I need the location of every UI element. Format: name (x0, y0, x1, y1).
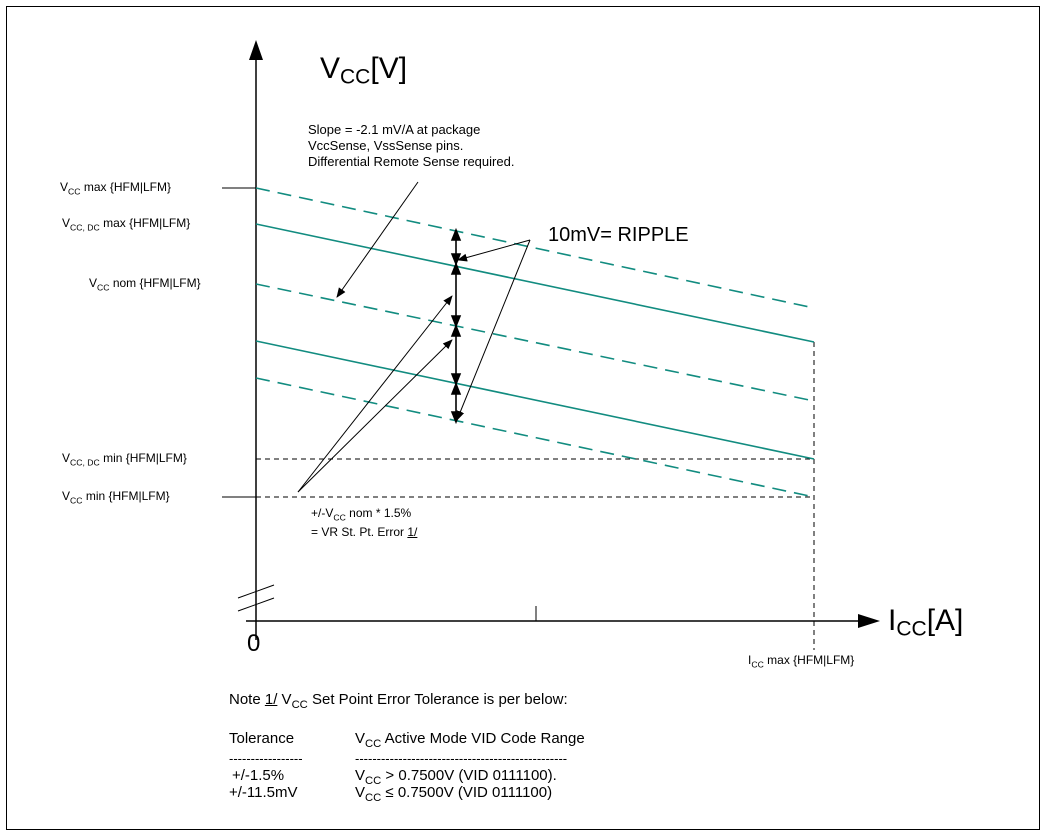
slope-line-3: Differential Remote Sense required. (308, 154, 515, 169)
slope-line-1: Slope = -2.1 mV/A at package (308, 122, 481, 137)
icc-max-label: ICC max {HFM|LFM} (748, 653, 855, 670)
error-leader-1 (297, 295, 453, 493)
tolerance-rule: ----------------- (229, 751, 303, 766)
slope-leader (336, 181, 419, 298)
error-leader-2 (297, 339, 453, 493)
ripple-arrows (450, 227, 462, 425)
note-intro: Note 1/ VCC Set Point Error Tolerance is… (229, 691, 568, 711)
load-lines (255, 187, 815, 498)
slope-annotation: Slope = -2.1 mV/A at package VccSense, V… (308, 122, 514, 170)
vid-range-row-1: VCC > 0.7500V (VID 0111100). (355, 767, 557, 787)
vcc-dc-max-load-line (255, 223, 815, 343)
axis-break-mark-1 (237, 584, 275, 599)
callout-leaders (297, 181, 531, 493)
vcc-max-label: VCC max {HFM|LFM} (60, 180, 171, 197)
figure-frame (6, 6, 1040, 830)
x-axis-arrowhead (858, 614, 880, 628)
axis-break-mark-2 (237, 597, 275, 612)
tolerance-row-2: +/-11.5mV (229, 784, 298, 801)
ripple-label: 10mV= RIPPLE (548, 224, 689, 246)
vcc-dc-min-label: VCC, DC min {HFM|LFM} (62, 451, 187, 468)
error-line-1: +/-VCC nom * 1.5% (311, 506, 412, 523)
vid-range-row-2: VCC ≤ 0.7500V (VID 0111100) (355, 784, 553, 804)
vcc-min-load-line (255, 377, 815, 498)
x-axis-title: ICC[A] (888, 604, 964, 641)
vid-range-header: VCC Active Mode VID Code Range (355, 730, 585, 750)
origin-label: 0 (247, 630, 261, 657)
tolerance-row-1: +/-1.5% (232, 767, 285, 784)
y-axis-title: VCC[V] (320, 52, 408, 89)
vcc-min-label: VCC min {HFM|LFM} (62, 489, 170, 506)
slope-line-2: VccSense, VssSense pins. (308, 138, 464, 153)
error-annotation: +/-VCC nom * 1.5% = VR St. Pt. Error 1/ (311, 506, 417, 540)
vcc-max-load-line (255, 187, 815, 309)
vcc-nom-upper-load-line (255, 283, 815, 402)
y-axis-arrowhead (249, 40, 263, 60)
ripple-leader-2 (456, 239, 531, 421)
vid-range-rule: ----------------------------------------… (355, 751, 568, 766)
vcc-dc-max-label: VCC, DC max {HFM|LFM} (62, 216, 191, 233)
ripple-leader-1 (457, 239, 531, 262)
vcc-nom-label: VCC nom {HFM|LFM} (89, 276, 201, 293)
error-line-2: = VR St. Pt. Error 1/ (311, 525, 418, 540)
vcc-dc-min-load-line (255, 340, 815, 460)
tolerance-header: Tolerance (229, 730, 295, 747)
